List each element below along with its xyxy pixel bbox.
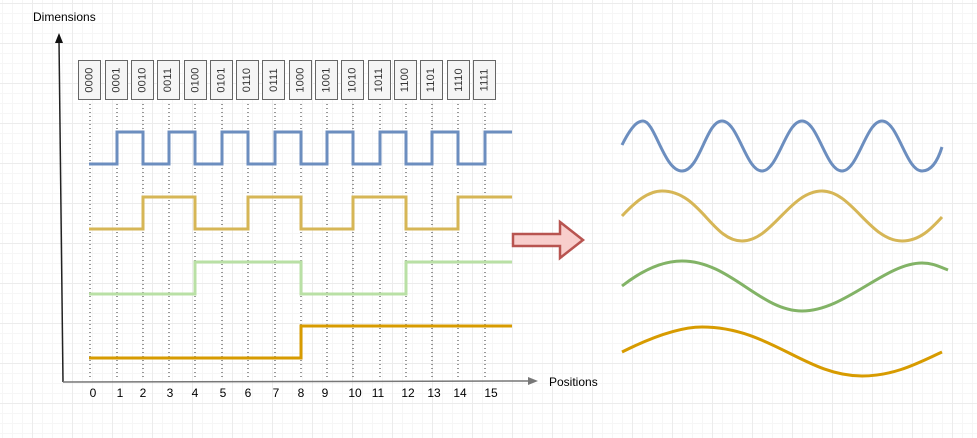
binary-code: 0111 xyxy=(267,68,280,92)
position-tick: 0 xyxy=(89,386,97,400)
binary-code: 1010 xyxy=(346,67,359,93)
binary-code-box: 1010 xyxy=(341,60,364,100)
binary-code-box: 0010 xyxy=(131,60,154,100)
binary-code: 0010 xyxy=(136,67,149,93)
binary-code: 0100 xyxy=(189,67,202,93)
binary-code: 1011 xyxy=(373,67,386,93)
binary-code: 0001 xyxy=(110,67,123,93)
binary-code-box: 1110 xyxy=(447,60,470,100)
binary-code-box: 0011 xyxy=(157,60,180,100)
binary-code: 0101 xyxy=(215,67,228,93)
position-tick: 11 xyxy=(371,386,385,400)
position-tick: 6 xyxy=(244,386,252,400)
binary-code-box: 1101 xyxy=(420,60,443,100)
binary-code: 1100 xyxy=(399,67,412,93)
square-wave-bit-1 xyxy=(89,195,512,231)
binary-code-box: 0101 xyxy=(210,60,233,100)
binary-code-box: 1000 xyxy=(289,60,312,100)
binary-code-box: 0110 xyxy=(236,60,259,100)
x-axis xyxy=(62,377,538,385)
position-tick: 8 xyxy=(297,386,305,400)
binary-code-box: 0100 xyxy=(184,60,207,100)
position-tick: 4 xyxy=(191,386,199,400)
sine-wave-medium xyxy=(620,189,944,243)
binary-code: 1111 xyxy=(478,68,491,92)
position-tick: 10 xyxy=(348,386,362,400)
binary-code-box: 1100 xyxy=(394,60,417,100)
binary-code: 1110 xyxy=(452,68,465,92)
sine-wave-low xyxy=(621,259,949,313)
binary-code-box: 1011 xyxy=(368,60,391,100)
transform-arrow xyxy=(511,219,586,261)
binary-code: 0110 xyxy=(241,67,254,93)
position-tick: 9 xyxy=(321,386,329,400)
sine-wave-high xyxy=(620,119,944,173)
binary-code: 0000 xyxy=(83,67,96,93)
binary-code: 1001 xyxy=(320,67,333,93)
square-wave-bit-0 xyxy=(89,130,512,166)
position-guides xyxy=(89,104,486,380)
position-tick: 3 xyxy=(166,386,174,400)
binary-code-box: 1001 xyxy=(315,60,338,100)
binary-code: 1101 xyxy=(425,67,438,93)
position-tick: 15 xyxy=(484,386,498,400)
position-tick: 7 xyxy=(272,386,280,400)
binary-code: 0011 xyxy=(162,67,175,93)
position-tick: 13 xyxy=(427,386,441,400)
square-wave-bit-3 xyxy=(89,324,512,360)
binary-code-box: 0001 xyxy=(105,60,128,100)
y-axis-label: Dimensions xyxy=(33,10,96,24)
binary-code-box: 1111 xyxy=(473,60,496,100)
binary-code: 1000 xyxy=(294,67,307,93)
position-tick: 5 xyxy=(219,386,227,400)
sine-wave-lowest xyxy=(621,325,943,378)
position-tick: 2 xyxy=(139,386,147,400)
square-wave-bit-2 xyxy=(89,260,512,296)
binary-code-box: 0111 xyxy=(262,60,285,100)
position-tick: 12 xyxy=(401,386,415,400)
y-axis xyxy=(55,33,64,383)
x-axis-label: Positions xyxy=(549,375,598,389)
position-tick: 14 xyxy=(453,386,467,400)
binary-code-box: 0000 xyxy=(78,60,101,100)
position-tick: 1 xyxy=(116,386,124,400)
